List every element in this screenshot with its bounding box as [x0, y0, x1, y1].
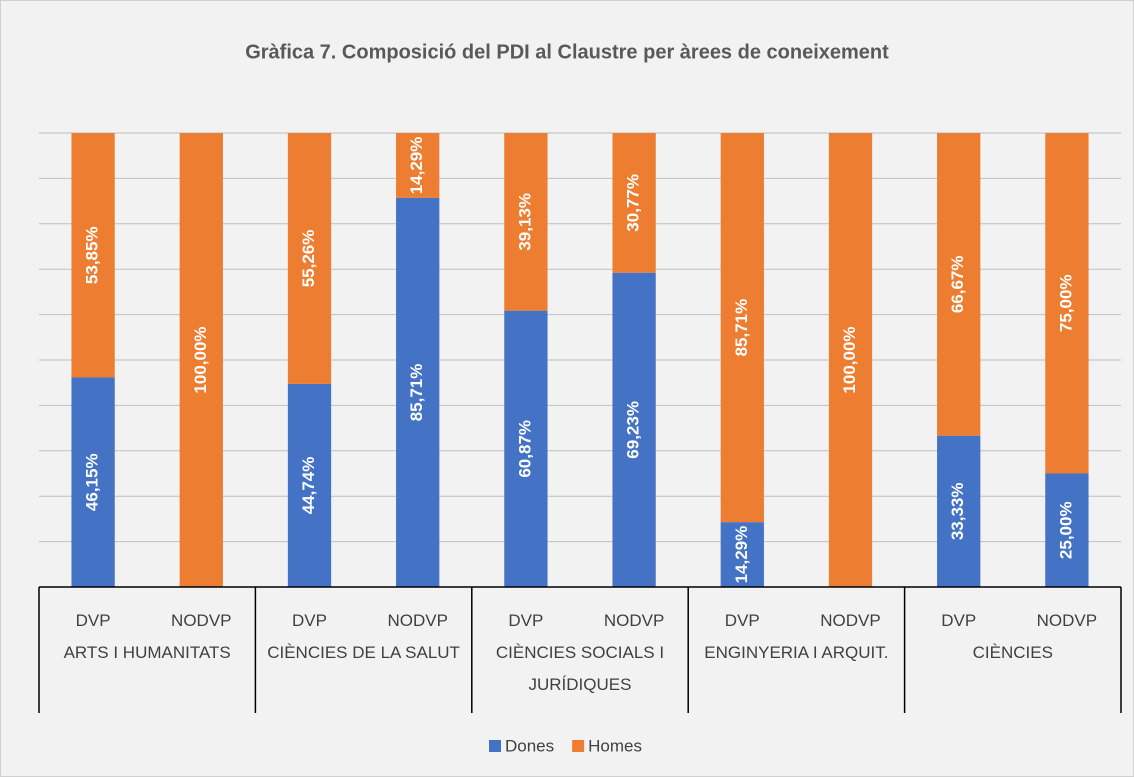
- data-label: 100,00%: [191, 326, 210, 393]
- group-label: CIÈNCIES: [972, 643, 1053, 662]
- data-label: 55,26%: [299, 230, 318, 288]
- bar-segment: [179, 133, 223, 587]
- data-label: 46,15%: [83, 453, 102, 511]
- legend-label: Dones: [505, 736, 554, 755]
- bar-segment: [504, 133, 548, 311]
- legend-swatch: [572, 740, 585, 752]
- data-label: 39,13%: [515, 193, 534, 251]
- x-tick-label: NODVP: [1036, 611, 1098, 630]
- bar-segment: [612, 133, 656, 273]
- group-label: CIÈNCIES DE LA SALUT: [267, 643, 460, 662]
- legend-swatch: [489, 740, 501, 752]
- data-label: 69,23%: [624, 401, 643, 459]
- bar-segment: [504, 310, 548, 587]
- data-label: 44,74%: [299, 457, 318, 515]
- bar-segment: [720, 522, 764, 587]
- data-label: 33,33%: [948, 483, 967, 541]
- bar-segment: [71, 133, 115, 378]
- data-label: 14,29%: [732, 526, 751, 584]
- bar-segment: [612, 272, 656, 587]
- group-label: CIÈNCIES SOCIALS I JURÍDIQUES: [495, 643, 665, 694]
- x-tick-label: NODVP: [603, 611, 665, 630]
- data-label: 60,87%: [515, 420, 534, 478]
- data-label: 85,71%: [732, 299, 751, 357]
- x-tick-label: DVP: [941, 611, 977, 630]
- data-label: 75,00%: [1056, 274, 1075, 332]
- group-label: ENGINYERIA I ARQUIT.: [704, 643, 889, 662]
- bar-segment: [1045, 133, 1089, 474]
- x-tick-label: NODVP: [820, 611, 881, 630]
- bar-segment: [720, 133, 764, 523]
- data-label: 100,00%: [840, 326, 859, 393]
- bar-segment: [287, 383, 332, 587]
- data-label: 30,77%: [624, 174, 643, 232]
- bar-segment: [828, 133, 873, 587]
- data-label: 66,67%: [948, 256, 967, 314]
- group-label: ARTS I HUMANITATS: [63, 643, 231, 662]
- data-label: 25,00%: [1056, 501, 1075, 559]
- x-tick-label: DVP: [75, 611, 111, 630]
- bar-segment: [937, 133, 981, 436]
- bar-segment: [396, 133, 440, 198]
- x-tick-label: DVP: [508, 611, 544, 630]
- data-label: 85,71%: [407, 364, 426, 422]
- chart-title: Gràfica 7. Composició del PDI al Claustr…: [245, 41, 889, 63]
- bar-segment: [71, 377, 115, 587]
- bars: 46,15%53,85%0,00%100,00%44,74%55,26%85,7…: [71, 133, 1089, 587]
- data-label: 53,85%: [83, 226, 102, 284]
- bar-segment: [1045, 473, 1089, 587]
- x-tick-label: DVP: [292, 611, 327, 630]
- bar-segment: [287, 133, 332, 384]
- legend-label: Homes: [588, 736, 642, 755]
- bar-segment: [937, 435, 981, 587]
- x-tick-label: NODVP: [387, 611, 448, 630]
- data-label: 14,29%: [407, 137, 426, 195]
- x-tick-label: NODVP: [171, 611, 232, 630]
- x-tick-label: DVP: [724, 611, 760, 630]
- bar-segment: [396, 197, 440, 587]
